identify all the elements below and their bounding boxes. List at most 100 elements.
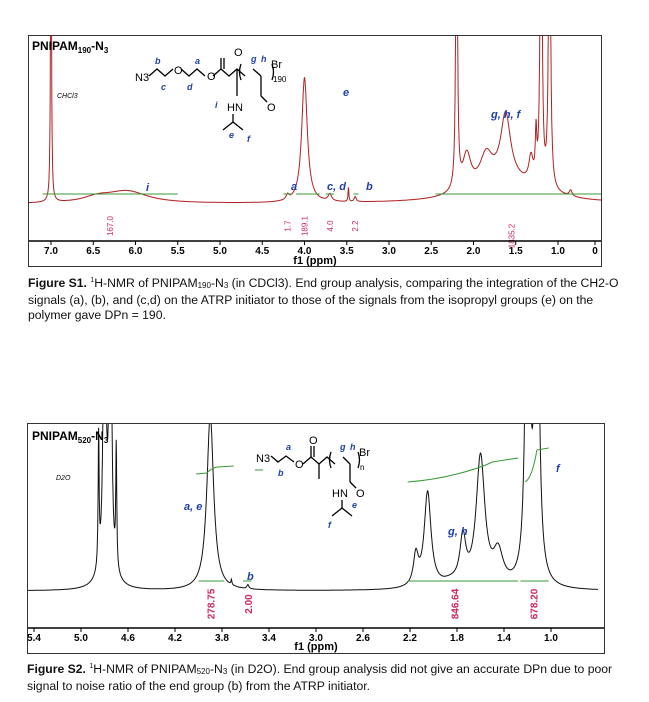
x-tick-label: 2.2 bbox=[403, 633, 417, 644]
x-tick-label: 5.5 bbox=[171, 246, 185, 257]
integrals: 278.75 2.00 846.64 678.20 bbox=[196, 447, 549, 619]
svg-text:g: g bbox=[250, 54, 257, 64]
chemical-structure bbox=[148, 58, 275, 131]
x-tick-label: 4.0 bbox=[298, 246, 312, 257]
peak-label-b: b bbox=[366, 181, 373, 193]
x-tick-label: 3.0 bbox=[309, 633, 323, 644]
svg-text:O: O bbox=[309, 435, 318, 447]
svg-text:HN: HN bbox=[227, 102, 243, 114]
peak-labels: i a e c, d b g, h, f bbox=[146, 87, 522, 194]
integral-value: 278.75 bbox=[206, 588, 217, 619]
x-tick-label: 4.2 bbox=[168, 633, 182, 644]
x-tick-label: 1.0 bbox=[544, 633, 558, 644]
x-tick-label: 2.5 bbox=[424, 246, 438, 257]
svg-text:c: c bbox=[161, 82, 166, 92]
svg-text:Br: Br bbox=[359, 447, 370, 459]
svg-text:N3: N3 bbox=[135, 72, 149, 84]
svg-text:e: e bbox=[352, 500, 357, 510]
svg-text:O: O bbox=[267, 102, 276, 114]
svg-text:g: g bbox=[339, 442, 346, 452]
x-tick-label: 3.8 bbox=[215, 633, 229, 644]
svg-text:f: f bbox=[328, 520, 332, 530]
integral-value: 1835.2 bbox=[508, 223, 517, 248]
peak-label-ghf: g, h, f bbox=[490, 109, 522, 121]
structure-text: N3 O O O Br 190 HN O bbox=[135, 47, 287, 114]
x-axis-label: f1 (ppm) bbox=[293, 255, 337, 266]
integral-value: 189.1 bbox=[301, 215, 310, 236]
svg-text:O: O bbox=[356, 488, 365, 500]
svg-text:e: e bbox=[229, 130, 234, 140]
nmr-spectrum-2: 278.75 2.00 846.64 678.20 5.4 5.0 4.6 4.2 3.8 3.… bbox=[27, 418, 604, 653]
x-tick-label: 1.4 bbox=[497, 633, 511, 644]
structure-text: N3 O O Br n HN O bbox=[256, 435, 370, 500]
sample-title: PNIPAM520-N3 bbox=[32, 429, 109, 445]
integral-curve bbox=[196, 465, 234, 475]
x-tick-label: 1.0 bbox=[551, 246, 565, 257]
structure-labels: a b g h e f bbox=[278, 442, 357, 530]
x-tick-label: 5.0 bbox=[213, 246, 227, 257]
svg-text:O: O bbox=[295, 459, 304, 471]
peak-labels: a, e b g, h f bbox=[184, 463, 561, 583]
x-tick-label: 1.5 bbox=[509, 246, 523, 257]
peak-label-f: f bbox=[556, 463, 561, 475]
integral-value: 678.20 bbox=[529, 588, 540, 619]
integral-value: 846.64 bbox=[451, 588, 462, 619]
x-tick-label: 4.5 bbox=[255, 246, 269, 257]
svg-text:b: b bbox=[278, 468, 284, 478]
figure-s2-spectrum: 278.75 2.00 846.64 678.20 5.4 5.0 4.6 4.2 3.8 3.… bbox=[27, 418, 605, 654]
structure-labels: b a c d g h i e f bbox=[155, 54, 267, 144]
x-tick-label: 3.5 bbox=[340, 246, 354, 257]
integral-value: 4.0 bbox=[326, 220, 335, 232]
x-tick-label: 4.6 bbox=[121, 633, 135, 644]
figure-s2-caption: Figure S2. 1H-NMR of PNIPAM520-N3 (in D2… bbox=[27, 662, 613, 694]
svg-text:h: h bbox=[350, 442, 356, 452]
x-tick-label: 6.0 bbox=[129, 246, 143, 257]
peak-label-cd: c, d bbox=[327, 181, 346, 193]
x-tick-label: 2.6 bbox=[356, 633, 370, 644]
svg-text:O: O bbox=[174, 65, 183, 77]
integral-value: 167.0 bbox=[106, 215, 115, 236]
svg-text:f: f bbox=[247, 134, 251, 144]
x-tick-label: 6.5 bbox=[86, 246, 100, 257]
svg-text:a: a bbox=[286, 442, 291, 452]
peak-label-b: b bbox=[247, 571, 254, 583]
peak-label-ae: a, e bbox=[184, 501, 202, 513]
x-ticks: 5.4 5.0 4.6 4.2 3.8 3.4 3.0 2.6 2.2 1.8 1.4 1.0 bbox=[27, 628, 558, 644]
x-ticks: 57.06.56.05.55.04.54.03.53.02.52.01.51.0… bbox=[6, 241, 598, 257]
svg-text:Br: Br bbox=[271, 59, 282, 71]
x-tick-label: 0 bbox=[592, 246, 598, 257]
integral-value: 2.2 bbox=[351, 220, 360, 232]
svg-text:HN: HN bbox=[332, 488, 348, 500]
peak-label-e: e bbox=[343, 87, 349, 99]
spectrum-trace bbox=[28, 418, 598, 591]
svg-text:n: n bbox=[360, 463, 364, 472]
svg-text:O: O bbox=[234, 47, 243, 59]
x-tick-label: 1.8 bbox=[450, 633, 464, 644]
integral-value: 1.7 bbox=[284, 220, 293, 232]
svg-text:190: 190 bbox=[273, 75, 287, 84]
svg-text:d: d bbox=[187, 82, 193, 92]
chemical-structure bbox=[270, 446, 361, 517]
x-tick-label: 5.4 bbox=[28, 633, 41, 644]
peak-label-a: a bbox=[291, 181, 297, 193]
svg-text:N3: N3 bbox=[256, 453, 270, 465]
integrals: 167.0 1.7 189.1 4.0 2.2 1835.2 bbox=[42, 193, 613, 248]
figure-s1-caption: Figure S1. 1H-NMR of PNIPAM190-N3 (in CD… bbox=[28, 276, 619, 323]
svg-text:a: a bbox=[195, 56, 200, 66]
peak-label-gh: g, h bbox=[447, 526, 468, 538]
peak-label-i: i bbox=[146, 182, 150, 194]
spectrum-trace bbox=[25, 30, 649, 204]
sample-title: PNIPAM190-N3 bbox=[32, 39, 109, 55]
svg-text:O: O bbox=[207, 71, 216, 83]
solvent-label: D2O bbox=[56, 475, 71, 482]
x-tick-label: 7.0 bbox=[44, 246, 58, 257]
x-tick-label: 2.0 bbox=[467, 246, 481, 257]
svg-text:i: i bbox=[215, 100, 218, 110]
svg-text:h: h bbox=[261, 54, 267, 64]
x-tick-label: 3.0 bbox=[382, 246, 396, 257]
x-tick-label: 5.0 bbox=[74, 633, 88, 644]
svg-text:b: b bbox=[155, 56, 161, 66]
x-tick-label: 3.4 bbox=[262, 633, 276, 644]
